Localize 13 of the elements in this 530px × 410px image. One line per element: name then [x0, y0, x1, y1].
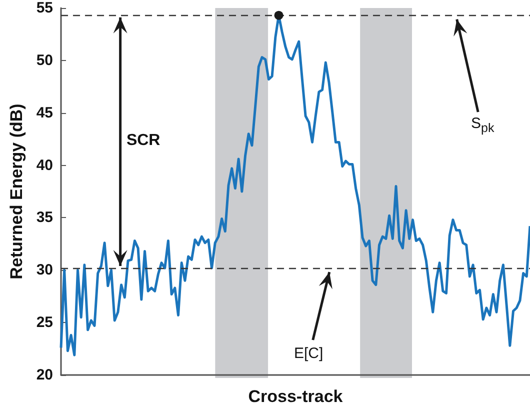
y-tick-label: 40 — [36, 156, 53, 174]
y-tick-label: 50 — [36, 52, 53, 69]
y-tick-label: 35 — [36, 209, 53, 226]
x-axis-title: Cross-track — [248, 387, 344, 406]
y-tick-label: 20 — [36, 366, 53, 384]
ref-line-label: E[C] — [294, 345, 324, 362]
annotation: SCR — [126, 132, 160, 150]
y-tick-label: 30 — [36, 262, 53, 279]
y-axis-title: Returned Energy (dB) — [7, 104, 26, 280]
y-tick-label: 25 — [36, 314, 53, 332]
y-tick-label: 45 — [36, 104, 53, 122]
y-tick-label: 55 — [36, 0, 53, 16]
ref-line-label: S$_{pk}$ — [471, 115, 494, 135]
